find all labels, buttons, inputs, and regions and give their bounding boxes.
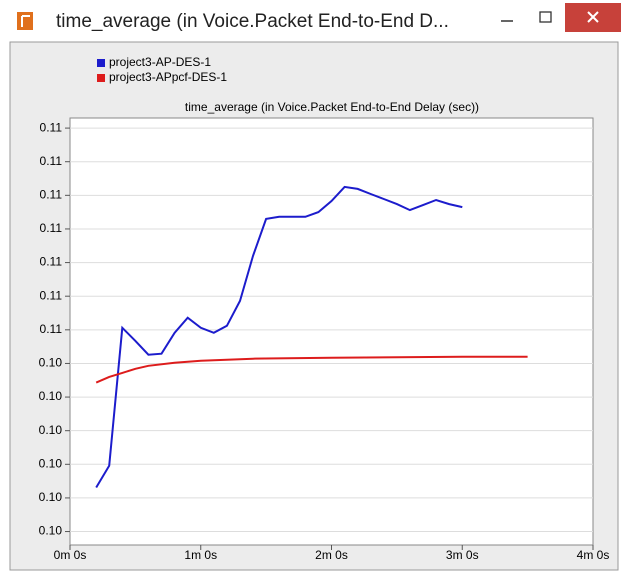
series-line <box>95 355 528 384</box>
y-tick-label: 0.10 <box>39 490 63 504</box>
plot-area <box>69 117 594 546</box>
y-tick-label: 0.11 <box>40 322 63 336</box>
y-tick-label: 0.10 <box>39 423 63 437</box>
legend-swatch <box>97 74 105 82</box>
legend-swatch <box>97 59 105 67</box>
close-icon <box>587 11 599 23</box>
x-tick-label: 3m 0s <box>446 548 479 562</box>
x-tick-label: 0m 0s <box>54 548 87 562</box>
x-tick-label: 2m 0s <box>315 548 348 562</box>
legend-label: project3-AP-DES-1 <box>109 55 211 69</box>
y-tick-label: 0.11 <box>40 188 63 202</box>
maximize-button[interactable] <box>539 11 552 23</box>
series-line <box>95 185 463 489</box>
chart-title: time_average (in Voice.Packet End-to-End… <box>185 100 479 114</box>
x-tick-label: 4m 0s <box>577 548 610 562</box>
y-tick-label: 0.11 <box>40 120 63 134</box>
app-icon <box>17 12 33 30</box>
y-tick-label: 0.10 <box>39 456 63 470</box>
y-tick-label: 0.11 <box>40 221 63 235</box>
y-tick-label: 0.11 <box>40 255 63 269</box>
y-tick-label: 0.10 <box>39 356 63 370</box>
legend-label: project3-APpcf-DES-1 <box>109 70 227 84</box>
y-tick-label: 0.11 <box>40 154 63 168</box>
x-tick-label: 1m 0s <box>184 548 217 562</box>
y-tick-label: 0.10 <box>39 524 63 538</box>
y-tick-label: 0.10 <box>39 389 63 403</box>
window-title: time_average (in Voice.Packet End-to-End… <box>56 11 449 32</box>
app-icon-glyph <box>21 15 30 27</box>
y-tick-label: 0.11 <box>40 288 63 302</box>
